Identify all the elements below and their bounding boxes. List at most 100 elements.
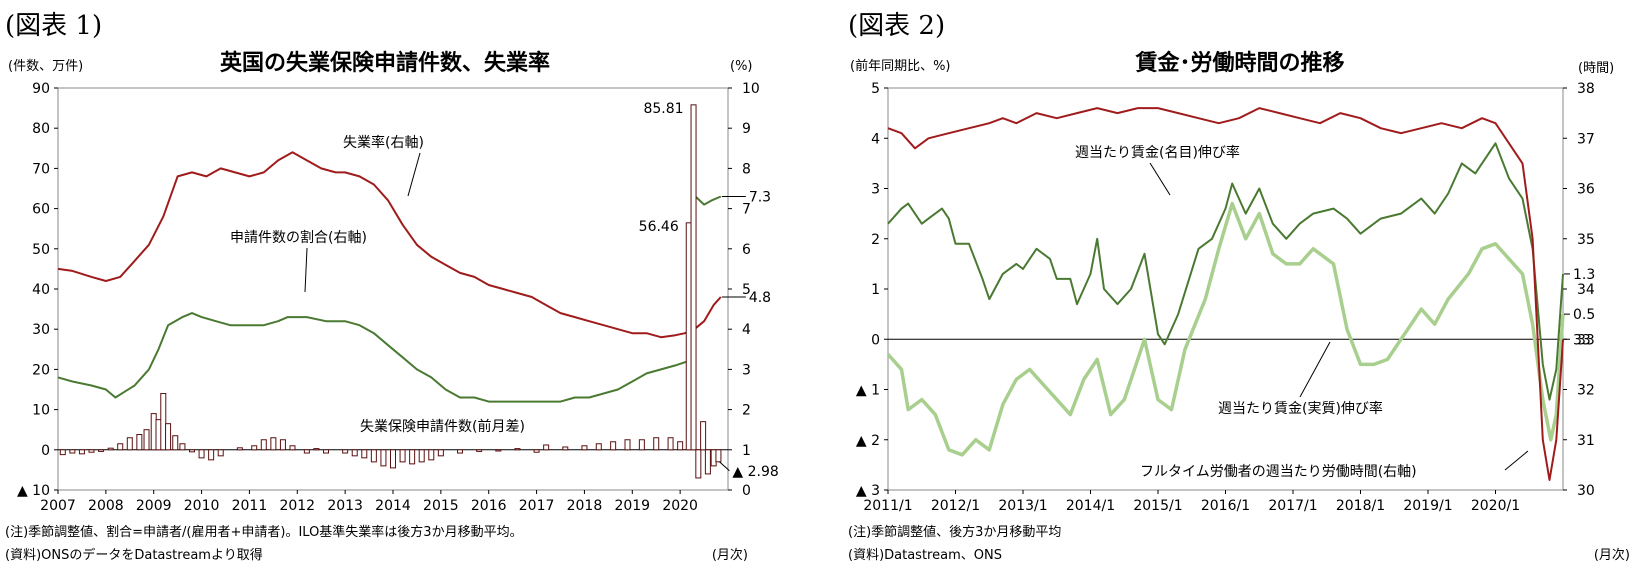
claimant-change-bar [198,449,205,459]
chart-2-left-ticks: 5 4 3 2 1 0 ▲ 1 ▲ 2 ▲ 3 [856,81,888,499]
left-tick-label: ▲ 2 [856,433,880,449]
chart-2-ylabel-left: (前年同期比、%) [850,58,951,74]
left-tick-label: 3 [871,182,880,198]
x-tick-label: 2018/1 [1336,498,1385,514]
claimant-change-bar [150,413,157,451]
left-tick-label: 4 [871,131,880,147]
claimant-change-bar [165,423,172,451]
claimant-change-bar [136,434,143,451]
claimant-change-bar [428,449,435,461]
left-tick-label: 80 [32,121,50,137]
x-tick-label: 2011 [232,498,268,514]
chart-1: (図表 1) 英国の失業保険申請件数、失業率 (件数、万件) (%) 90807… [5,11,779,563]
right-tick-label: 3 [742,362,751,378]
claimant-change-bar [143,429,150,451]
claimant-change-bar [624,439,631,451]
x-tick-label: 2020 [662,498,698,514]
annotation-label: 7.3 [749,190,771,206]
left-tick-label: 20 [32,362,50,378]
right-tick-label: 33 [1577,332,1595,348]
x-tick-label: 2013/1 [998,498,1047,514]
series-line-1 [886,201,1565,457]
chart-2-marks [886,107,1565,481]
claimant-change-bar [69,449,76,454]
left-tick-label: 10 [32,403,50,419]
chart-1-x-ticks: 2007 2008 2009 2010 2011 2012 2013 2014 2015 2016… [40,490,698,514]
series-line-2 [887,107,1564,481]
left-tick-label: ▲ 1 [856,383,880,399]
annotation-label: 56.46 [639,219,679,235]
claimant-change-bar [710,449,717,467]
claimant-change-bar [380,449,387,467]
claimant-change-bar [543,444,550,451]
claimant-change-bar [667,437,674,451]
leader-nominal-wage [1149,162,1171,196]
left-tick-label: 40 [32,282,50,298]
chart-2-note-2: (資料)Datastream、ONS [848,548,1002,563]
claimant-change-bar [418,449,425,463]
left-tick-label: 0 [871,332,880,348]
claimant-change-bar [78,449,85,455]
right-tick-label: 1 [742,443,751,459]
right-tick-label: 30 [1577,483,1595,499]
claimant-change-bar [279,439,286,451]
claimant-change-bar [260,439,267,451]
x-tick-label: 2016/1 [1201,498,1250,514]
claimant-change-bar [303,449,310,454]
claimant-change-bar [217,449,224,457]
series-label-claimant-share: 申請件数の割合(右軸) [230,229,367,246]
left-tick-label: 30 [32,322,50,338]
annotation-label: 4.8 [749,290,771,306]
claimant-change-bar [59,449,66,456]
claimant-change-bar [236,447,243,451]
series-line-0 [57,151,722,339]
claimant-change-bar [117,443,124,451]
right-tick-label: 9 [742,121,751,137]
right-tick-label: 38 [1577,81,1595,97]
claimant-change-bar [690,104,697,451]
claimant-change-bar [399,449,406,463]
claimant-change-bar [189,449,195,453]
annotation-label: ▲ 2.98 [732,464,778,480]
right-tick-label: 0 [742,483,751,499]
claimant-change-bar [179,443,186,451]
claimant-change-bar [457,449,463,454]
chart-2-note-1: (注)季節調整値、後方3か月移動平均 [848,524,1061,540]
chart-2-annotations: 1.3 0.5 33 [1564,267,1595,348]
x-tick-label: 2009 [136,498,172,514]
series-label-real-wage: 週当たり賃金(実質)伸び率 [1218,400,1383,417]
claimant-change-bar [251,445,258,451]
x-tick-label: 2017/1 [1268,498,1317,514]
claimant-change-bar [715,449,722,463]
chart-2-xlabel: (月次) [1594,547,1630,563]
chart-2-right-ticks: 38 37 36 35 34 33 32 31 30 [1563,81,1595,499]
claimant-change-bar [155,419,162,451]
claimant-change-bar [695,449,702,479]
claimant-change-bar [107,447,114,451]
claimant-change-bar [677,441,684,451]
leader-lines [304,152,1529,471]
claimant-change-bar [270,437,277,451]
x-tick-label: 2018 [567,498,603,514]
x-tick-label: 2014 [375,498,411,514]
x-tick-label: 2017 [519,498,555,514]
chart-2-figure-label: (図表 2) [848,11,945,41]
right-tick-label: 10 [742,81,760,97]
right-tick-label: 36 [1577,182,1595,198]
annotation-label: 1.3 [1573,267,1595,283]
leader-unemployment-rate [407,152,421,197]
claimant-change-bar [323,449,329,454]
x-tick-label: 2008 [88,498,124,514]
leader-real-wage [1299,341,1331,398]
claimant-change-bar [638,439,645,451]
right-tick-label: 35 [1577,232,1595,248]
left-tick-label: 5 [871,81,880,97]
x-tick-label: 2007 [40,498,76,514]
claimant-change-bar [409,449,416,465]
leader-claimant-share [304,247,308,293]
chart-1-figure-label: (図表 1) [5,11,102,41]
claimant-change-bar [370,449,377,463]
x-tick-label: 2010 [184,498,220,514]
